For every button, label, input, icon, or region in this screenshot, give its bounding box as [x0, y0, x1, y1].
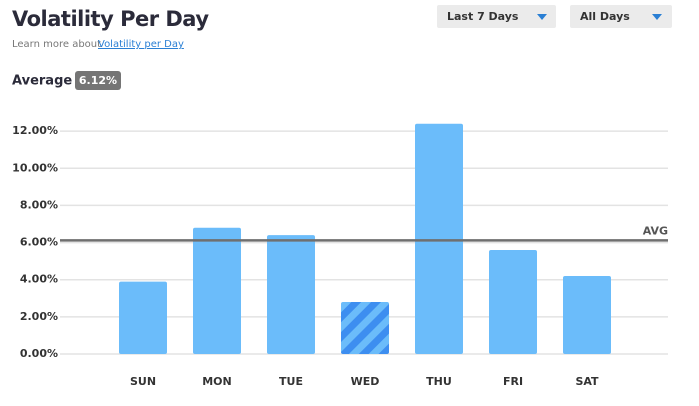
- bar: [341, 302, 389, 354]
- x-tick-label: SAT: [575, 375, 599, 388]
- x-tick-label: FRI: [503, 375, 523, 388]
- dropdown-arrow[interactable]: [537, 14, 547, 20]
- bar: [267, 235, 315, 354]
- learn-more-link[interactable]: Volatility per Day: [98, 39, 184, 50]
- dropdown-box[interactable]: [437, 5, 556, 28]
- bar: [193, 227, 241, 354]
- dropdown-label[interactable]: All Days: [580, 10, 630, 23]
- filter-dropdown[interactable]: All Days: [570, 5, 672, 28]
- y-tick-label: 2.00%: [20, 310, 58, 323]
- average-label: Average: [12, 74, 72, 89]
- average-badge: [75, 71, 121, 90]
- x-tick-label: WED: [351, 375, 380, 388]
- dropdown-box[interactable]: [570, 5, 672, 28]
- dropdown-arrow[interactable]: [652, 14, 662, 20]
- bar: [119, 281, 167, 354]
- chart-title: Volatility Per Day: [12, 7, 209, 31]
- bar: [489, 250, 537, 354]
- average-value: 6.12%: [79, 74, 117, 87]
- bar: [563, 276, 611, 354]
- x-tick-label: TUE: [279, 375, 303, 388]
- y-tick-label: 6.00%: [20, 236, 58, 249]
- x-tick-label: MON: [202, 375, 232, 388]
- subtitle: Learn more about: [12, 39, 101, 50]
- average-line-label: AVG: [643, 224, 668, 237]
- dropdown-label[interactable]: Last 7 Days: [447, 10, 519, 23]
- x-tick-label: THU: [426, 375, 452, 388]
- y-tick-label: 12.00%: [12, 124, 58, 137]
- y-tick-label: 0.00%: [20, 347, 58, 360]
- y-tick-label: 8.00%: [20, 198, 58, 211]
- bar: [415, 123, 463, 354]
- x-tick-label: SUN: [130, 375, 156, 388]
- filter-dropdown[interactable]: Last 7 Days: [437, 5, 556, 28]
- y-tick-label: 4.00%: [20, 273, 58, 286]
- y-tick-label: 10.00%: [12, 161, 58, 174]
